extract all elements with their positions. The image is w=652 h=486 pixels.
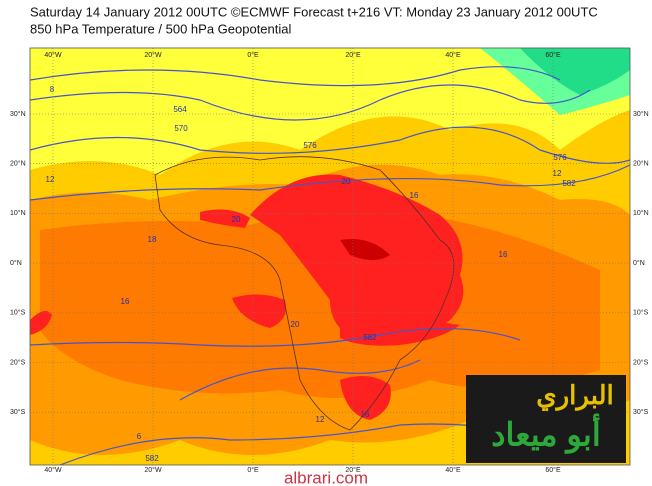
lon-label: 40°E (445, 51, 461, 59)
lat-label: 0°N (10, 259, 22, 267)
contour-label: 12 (553, 169, 562, 178)
lat-label: 10°N (10, 209, 26, 217)
logo-text: البراري (536, 380, 613, 411)
lat-label: 30°S (10, 408, 26, 416)
contour-label: 20 (291, 320, 300, 329)
contour-label: 8 (50, 85, 55, 94)
lat-label: 20°S (10, 358, 26, 366)
lon-label: 60°E (545, 51, 561, 59)
contour-label: 12 (46, 175, 55, 184)
contour-label: 20 (342, 177, 351, 186)
lat-label: 20°S (633, 358, 649, 366)
map-frame (29, 47, 631, 466)
contour-label: 582 (562, 179, 576, 188)
lat-label: 30°S (633, 408, 649, 416)
contour-label: 12 (316, 415, 325, 424)
contour-label: 16 (361, 410, 370, 419)
logo-text: أبو ميعاد (491, 412, 600, 454)
contour-label: 582 (363, 333, 377, 342)
contour-label: 16 (121, 297, 130, 306)
contour-label: 16 (499, 250, 508, 259)
lon-label: 40°E (445, 466, 461, 474)
logo: البراري أبو ميعاد (466, 375, 626, 463)
contour-label: 20 (232, 215, 241, 224)
lon-label: 0°E (247, 466, 259, 474)
watermark: albrari.com (284, 468, 368, 486)
lat-label: 30°N (10, 110, 26, 118)
contour-label: 570 (174, 124, 188, 133)
header-line: 850 hPa Temperature / 500 hPa Geopotenti… (30, 21, 292, 36)
contour-label: 6 (137, 432, 142, 441)
lon-label: 40°W (44, 466, 62, 474)
lon-label: 20°W (144, 51, 162, 59)
lon-label: 20°E (345, 51, 361, 59)
lat-label: 10°N (633, 209, 649, 217)
lon-label: 20°E (345, 466, 361, 474)
contour-label: 582 (145, 454, 159, 463)
lon-label: 0°E (247, 51, 259, 59)
lat-label: 10°S (10, 309, 26, 317)
header-line: Saturday 14 January 2012 00UTC ©ECMWF Fo… (30, 4, 598, 19)
lat-label: 10°S (633, 309, 649, 317)
lat-label: 20°N (10, 160, 26, 168)
contour-label: 564 (173, 105, 187, 114)
lat-label: 0°N (633, 259, 645, 267)
lon-label: 60°E (545, 466, 561, 474)
lon-label: 20°W (144, 466, 162, 474)
lat-label: 30°N (633, 110, 649, 118)
lon-label: 40°W (44, 51, 62, 59)
lat-label: 20°N (633, 160, 649, 168)
contour-label: 18 (148, 235, 157, 244)
contour-label: 16 (410, 191, 419, 200)
contour-label: 576 (553, 153, 567, 162)
contour-label: 576 (303, 141, 317, 150)
